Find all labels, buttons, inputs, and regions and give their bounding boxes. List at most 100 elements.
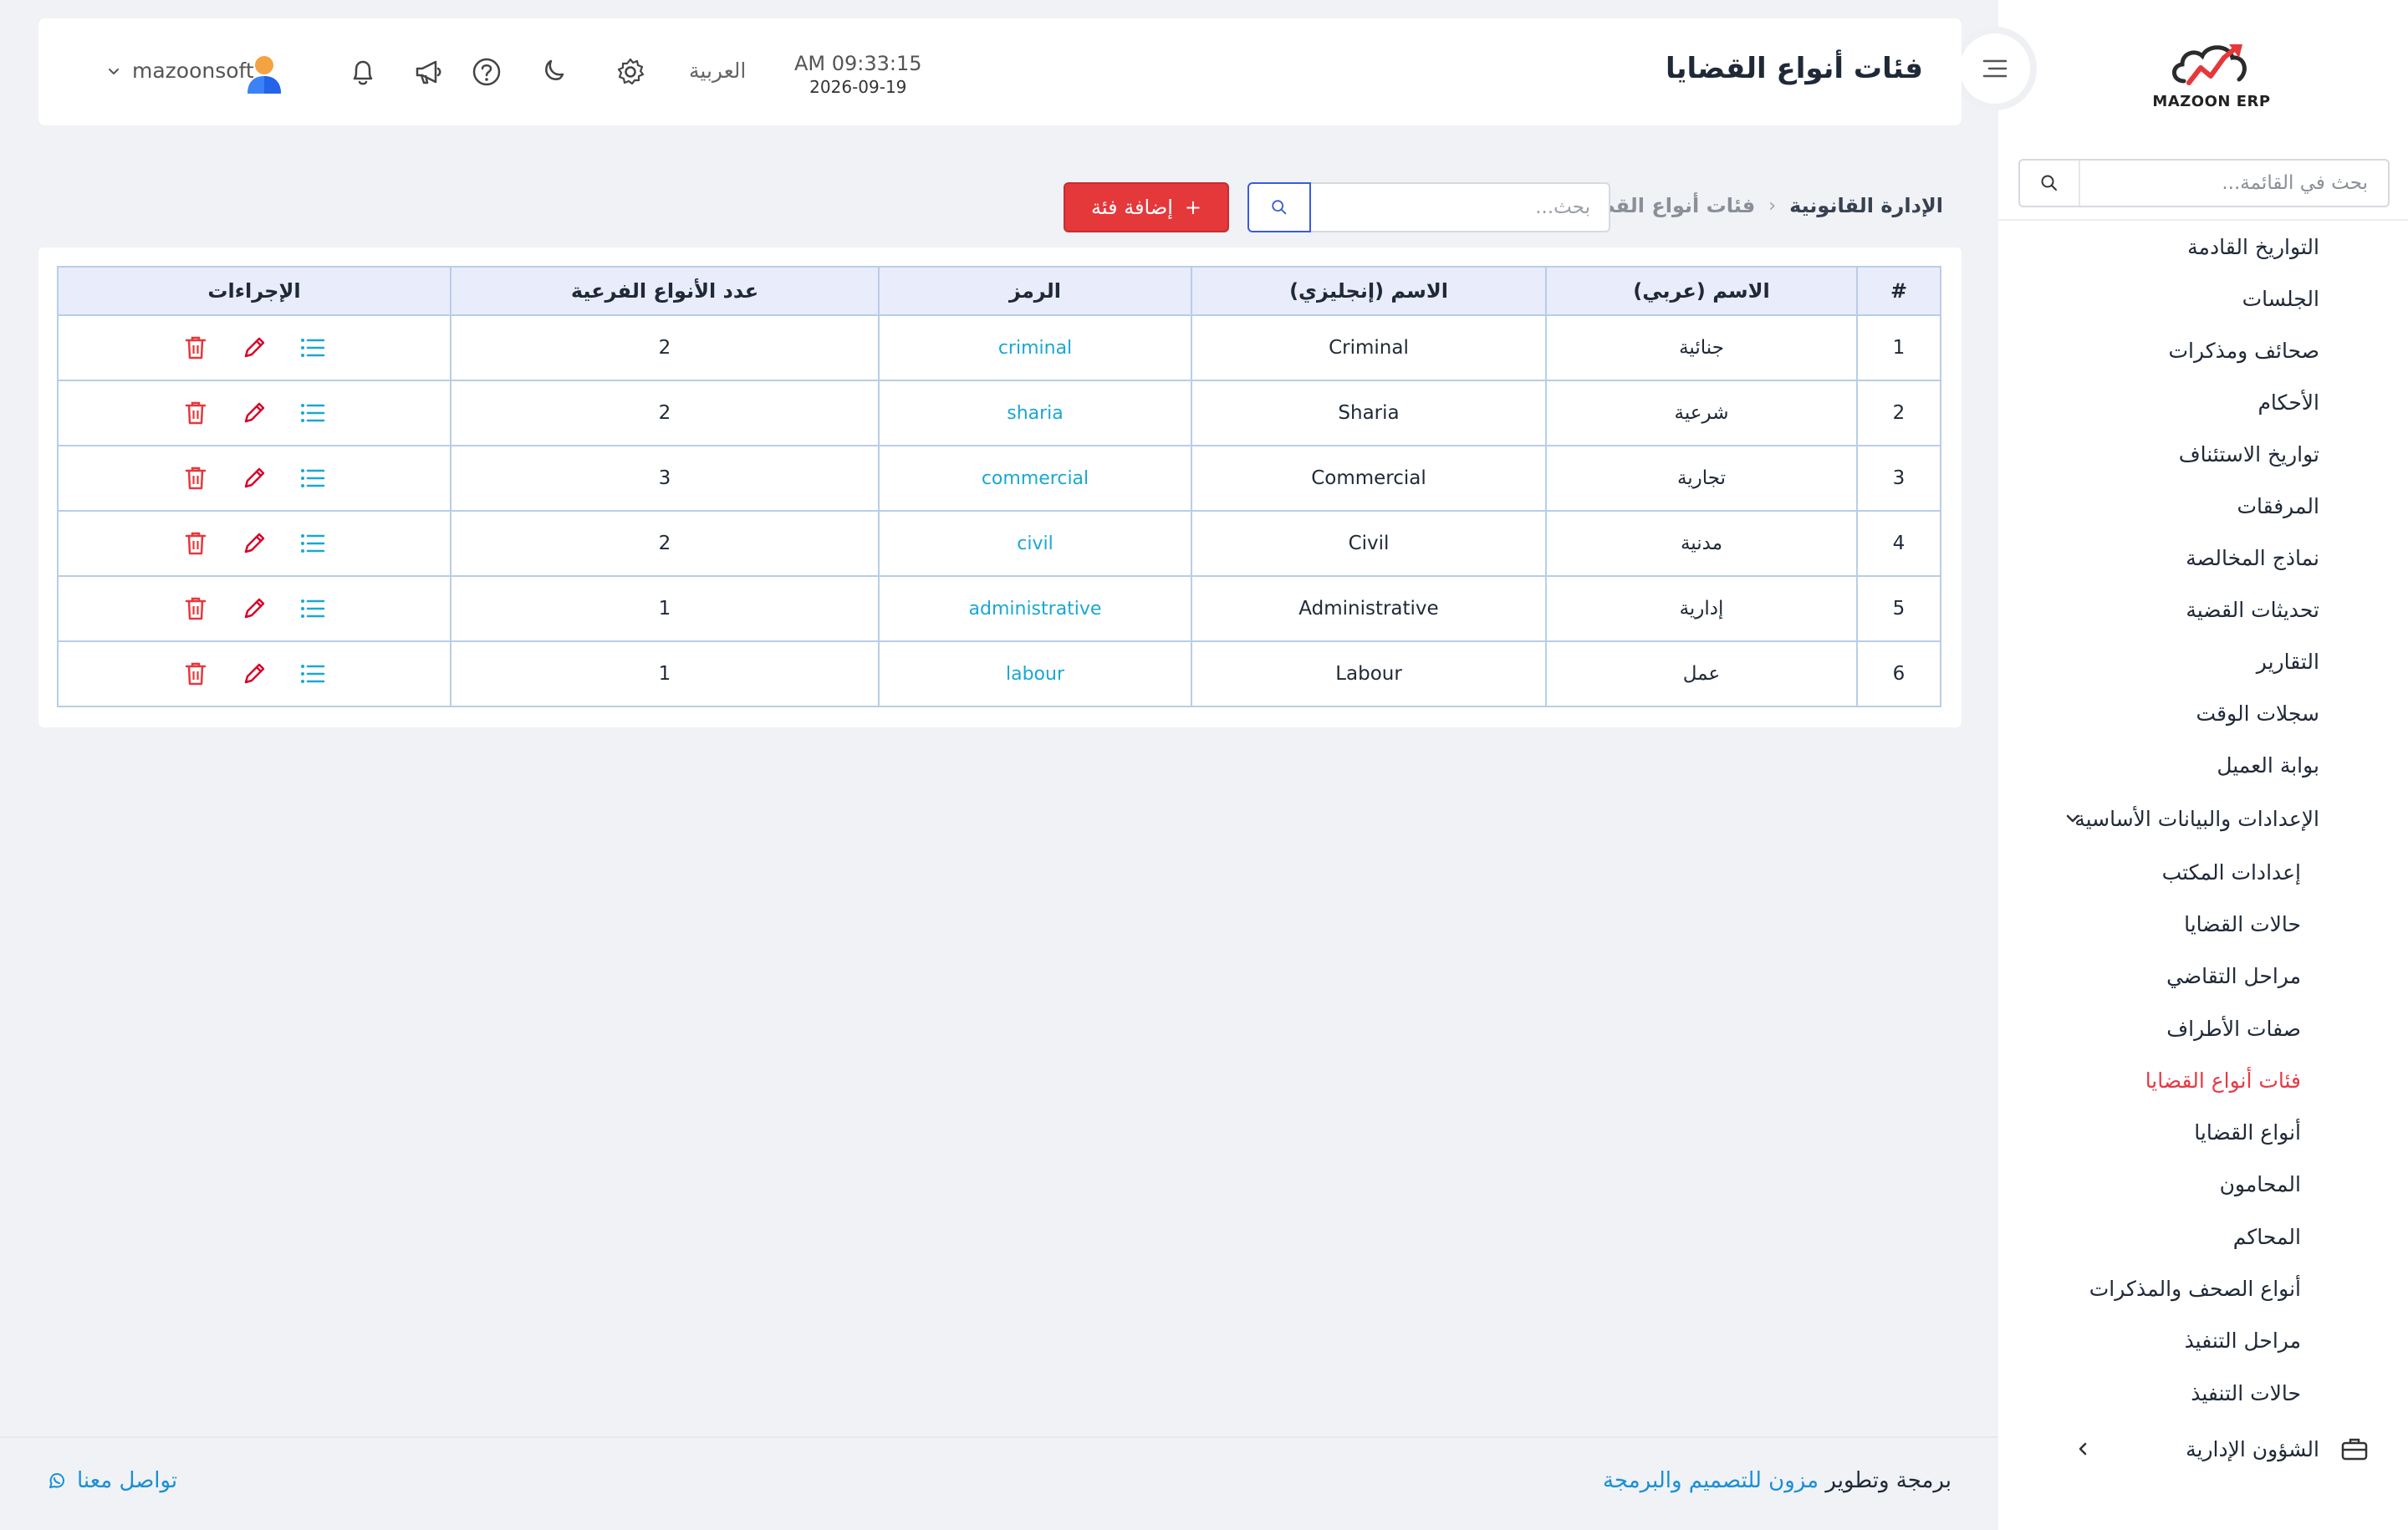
- sidebar-subitem-party-roles[interactable]: صفات الأطراف: [2166, 1016, 2301, 1041]
- cell-subtype-count: 2: [450, 380, 880, 446]
- table-header-row: # الاسم (عربي) الاسم (إنجليزي) الرمز عدد…: [57, 266, 1941, 316]
- page-title: فئات أنواع القضايا: [1665, 52, 1923, 85]
- sidebar-item-reports[interactable]: التقارير: [2256, 649, 2319, 674]
- help-button[interactable]: [470, 55, 503, 89]
- cell-name-ar: شرعية: [1545, 380, 1858, 446]
- sidebar-search: [2018, 159, 2390, 207]
- pencil-icon: [244, 467, 265, 488]
- delete-button[interactable]: [181, 333, 211, 363]
- edit-button[interactable]: [239, 398, 269, 428]
- cell-name-en: Civil: [1191, 510, 1547, 577]
- column-header-name-ar[interactable]: الاسم (عربي): [1545, 266, 1858, 316]
- sidebar-item-client-portal[interactable]: بوابة العميل: [2217, 752, 2319, 778]
- edit-button[interactable]: [239, 528, 269, 558]
- cell-subtype-count: 3: [450, 445, 880, 512]
- chevron-left-icon: [2079, 1442, 2087, 1456]
- sidebar-group-settings[interactable]: الإعدادات والبيانات الأساسية: [1998, 791, 2408, 846]
- breadcrumb-root[interactable]: الإدارة القانونية: [1789, 194, 1943, 217]
- search-input[interactable]: [1311, 182, 1610, 232]
- view-subtypes-button[interactable]: [298, 463, 328, 493]
- chevron-down-icon: [2066, 814, 2079, 823]
- trash-icon: [185, 532, 207, 555]
- cell-actions: [57, 510, 452, 577]
- table-row: 3 تجارية Commercial commercial 3: [57, 445, 1941, 512]
- footer-credit-link[interactable]: مزون للتصميم والبرمجة: [1602, 1468, 1819, 1493]
- cell-name-en: Sharia: [1191, 380, 1547, 446]
- search-button[interactable]: [1247, 182, 1311, 232]
- dark-mode-button[interactable]: [537, 55, 570, 89]
- sidebar-item-appeal-dates[interactable]: تواريخ الاستئناف: [2178, 441, 2319, 467]
- view-subtypes-button[interactable]: [298, 398, 328, 428]
- cell-name-en: Labour: [1191, 640, 1547, 707]
- sidebar-item-time-logs[interactable]: سجلات الوقت: [2196, 701, 2319, 726]
- user-avatar[interactable]: [244, 54, 284, 95]
- sidebar-item-label: الشؤون الإدارية: [2186, 1436, 2319, 1461]
- cell-name-ar: مدنية: [1545, 510, 1858, 577]
- sidebar-search-button[interactable]: [2020, 161, 2080, 206]
- cell-name-en: Administrative: [1191, 575, 1547, 642]
- column-header-number[interactable]: #: [1856, 266, 1941, 316]
- cell-number: 3: [1856, 445, 1941, 512]
- table-row: 6 عمل Labour labour 1: [57, 640, 1941, 707]
- edit-button[interactable]: [239, 659, 269, 689]
- sidebar-search-input[interactable]: [2080, 161, 2388, 206]
- sidebar-toggle-button[interactable]: [1960, 33, 2030, 104]
- list-icon: [301, 534, 325, 553]
- language-switch[interactable]: العربية: [689, 59, 747, 83]
- view-subtypes-button[interactable]: [298, 594, 328, 624]
- sidebar-subitem-case-type-categories[interactable]: فئات أنواع القضايا: [2145, 1068, 2301, 1093]
- table-row: 2 شرعية Sharia sharia 2: [57, 380, 1941, 446]
- cell-name-ar: تجارية: [1545, 445, 1858, 512]
- view-subtypes-button[interactable]: [298, 659, 328, 689]
- column-header-code[interactable]: الرمز: [878, 266, 1192, 316]
- delete-button[interactable]: [181, 659, 211, 689]
- sidebar-subitem-pleading-types[interactable]: أنواع الصحف والمذكرات: [2089, 1277, 2301, 1302]
- sidebar-item-clearance-forms[interactable]: نماذج المخالصة: [2186, 545, 2319, 570]
- contact-link[interactable]: تواصل معنا: [47, 1468, 177, 1493]
- categories-table: # الاسم (عربي) الاسم (إنجليزي) الرمز عدد…: [57, 266, 1941, 707]
- sidebar-subitem-lawyers[interactable]: المحامون: [2219, 1172, 2301, 1197]
- menu-icon: [1982, 59, 2008, 78]
- sidebar-item-upcoming-dates[interactable]: التواريخ القادمة: [2187, 234, 2319, 259]
- sidebar-item-judgments[interactable]: الأحكام: [2258, 390, 2319, 415]
- sidebar-group-label: الإعدادات والبيانات الأساسية: [2074, 806, 2319, 831]
- sidebar-item-sessions[interactable]: الجلسات: [2242, 286, 2319, 311]
- column-header-name-en[interactable]: الاسم (إنجليزي): [1191, 266, 1547, 316]
- delete-button[interactable]: [181, 528, 211, 558]
- column-header-subtype-count[interactable]: عدد الأنواع الفرعية: [450, 266, 880, 316]
- sidebar-subitem-litigation-stages[interactable]: مراحل التقاضي: [2166, 964, 2301, 989]
- delete-button[interactable]: [181, 594, 211, 624]
- moon-icon: [545, 59, 564, 80]
- add-category-button[interactable]: + إضافة فئة: [1064, 182, 1229, 232]
- sidebar-subitem-case-statuses[interactable]: حالات القضايا: [2184, 911, 2301, 936]
- list-icon: [301, 404, 325, 422]
- notifications-button[interactable]: [346, 55, 380, 89]
- cell-actions: [57, 380, 452, 446]
- view-subtypes-button[interactable]: [298, 333, 328, 363]
- edit-button[interactable]: [239, 333, 269, 363]
- cell-subtype-count: 2: [450, 510, 880, 577]
- sidebar-item-attachments[interactable]: المرفقات: [2237, 493, 2319, 518]
- sidebar-item-pleadings[interactable]: صحائف ومذكرات: [2168, 338, 2319, 363]
- trash-icon: [185, 467, 207, 490]
- sidebar-subitem-execution-statuses[interactable]: حالات التنفيذ: [2191, 1380, 2301, 1405]
- username: mazoonsoft: [132, 59, 254, 83]
- sidebar-subitem-office-settings[interactable]: إعدادات المكتب: [2161, 859, 2301, 885]
- announcements-button[interactable]: [411, 55, 445, 89]
- settings-button[interactable]: [614, 55, 647, 89]
- cell-actions: [57, 314, 452, 381]
- edit-button[interactable]: [239, 594, 269, 624]
- brand-logo[interactable]: MAZOON ERP: [2140, 32, 2283, 115]
- column-header-actions: الإجراءات: [57, 266, 452, 316]
- sidebar-subitem-courts[interactable]: المحاكم: [2232, 1224, 2301, 1249]
- pencil-icon: [244, 663, 265, 684]
- delete-button[interactable]: [181, 463, 211, 493]
- edit-button[interactable]: [239, 463, 269, 493]
- delete-button[interactable]: [181, 398, 211, 428]
- sidebar-subitem-case-types[interactable]: أنواع القضايا: [2194, 1120, 2301, 1145]
- sidebar-item-case-updates[interactable]: تحديثات القضية: [2186, 597, 2319, 622]
- user-menu[interactable]: mazoonsoft: [107, 59, 254, 83]
- sidebar-item-administrative-affairs[interactable]: الشؤون الإدارية: [1998, 1421, 2408, 1476]
- sidebar-subitem-execution-stages[interactable]: مراحل التنفيذ: [2184, 1329, 2301, 1354]
- view-subtypes-button[interactable]: [298, 528, 328, 558]
